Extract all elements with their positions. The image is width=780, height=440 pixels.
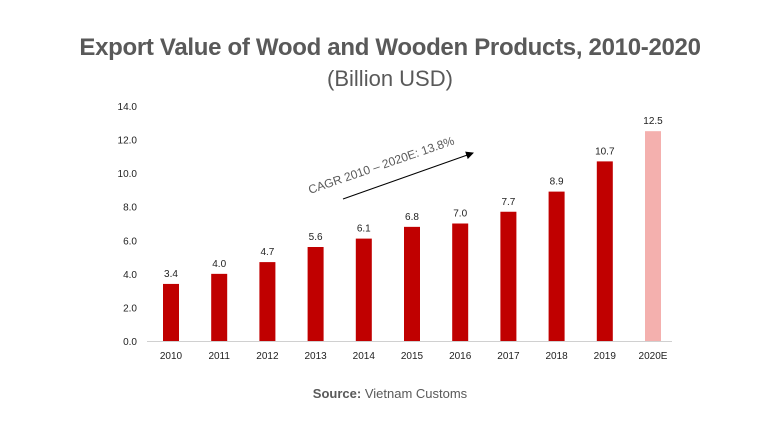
data-label: 7.7 — [501, 197, 515, 208]
bar — [452, 223, 469, 341]
source-note: Source: Vietnam Customs — [0, 386, 780, 401]
data-label: 6.8 — [405, 212, 419, 223]
y-tick-label: 4.0 — [123, 270, 137, 281]
x-tick-label: 2011 — [208, 351, 230, 362]
bar — [163, 283, 179, 341]
source-text: Vietnam Customs — [364, 386, 468, 401]
data-label: 7.0 — [453, 209, 467, 220]
bar — [259, 262, 276, 341]
y-tick-label: 8.0 — [123, 203, 137, 214]
data-label: 5.6 — [309, 232, 323, 243]
bar — [548, 191, 565, 341]
x-tick-label: 2015 — [401, 351, 424, 362]
bar — [355, 238, 372, 341]
bar — [404, 226, 420, 341]
data-label: 3.4 — [164, 269, 178, 280]
cagr-annotation: CAGR 2010 – 2020E: 13.8% — [306, 134, 456, 197]
x-tick-label: 2012 — [256, 351, 279, 362]
data-label: 6.1 — [357, 224, 371, 235]
data-label: 12.5 — [643, 116, 663, 127]
y-tick-label: 2.0 — [123, 303, 137, 314]
y-tick-label: 0.0 — [123, 337, 137, 348]
data-label: 4.7 — [260, 247, 274, 258]
x-tick-label: 2016 — [449, 351, 472, 362]
data-label: 4.0 — [212, 259, 226, 270]
source-label: Source: — [312, 386, 362, 401]
cagr-arrow — [342, 151, 474, 200]
x-tick-label: 2020E — [639, 351, 668, 362]
data-label: 8.9 — [550, 177, 564, 188]
y-tick-label: 14.0 — [118, 102, 138, 113]
bar — [500, 211, 517, 341]
chart-subtitle: (Billion USD) — [327, 66, 453, 91]
data-label: 10.7 — [595, 146, 615, 157]
x-tick-label: 2017 — [497, 351, 520, 362]
x-tick-label: 2018 — [545, 351, 568, 362]
y-tick-label: 10.0 — [118, 169, 138, 180]
y-tick-label: 12.0 — [118, 136, 138, 147]
bar — [307, 247, 324, 341]
x-tick-label: 2010 — [160, 351, 183, 362]
y-tick-label: 6.0 — [123, 236, 137, 247]
bar — [596, 161, 613, 341]
x-tick-label: 2014 — [353, 351, 376, 362]
bar — [211, 273, 228, 341]
chart-title: Export Value of Wood and Wooden Products… — [79, 34, 701, 61]
x-tick-label: 2019 — [594, 351, 617, 362]
x-tick-label: 2013 — [304, 351, 327, 362]
bar — [645, 131, 661, 341]
